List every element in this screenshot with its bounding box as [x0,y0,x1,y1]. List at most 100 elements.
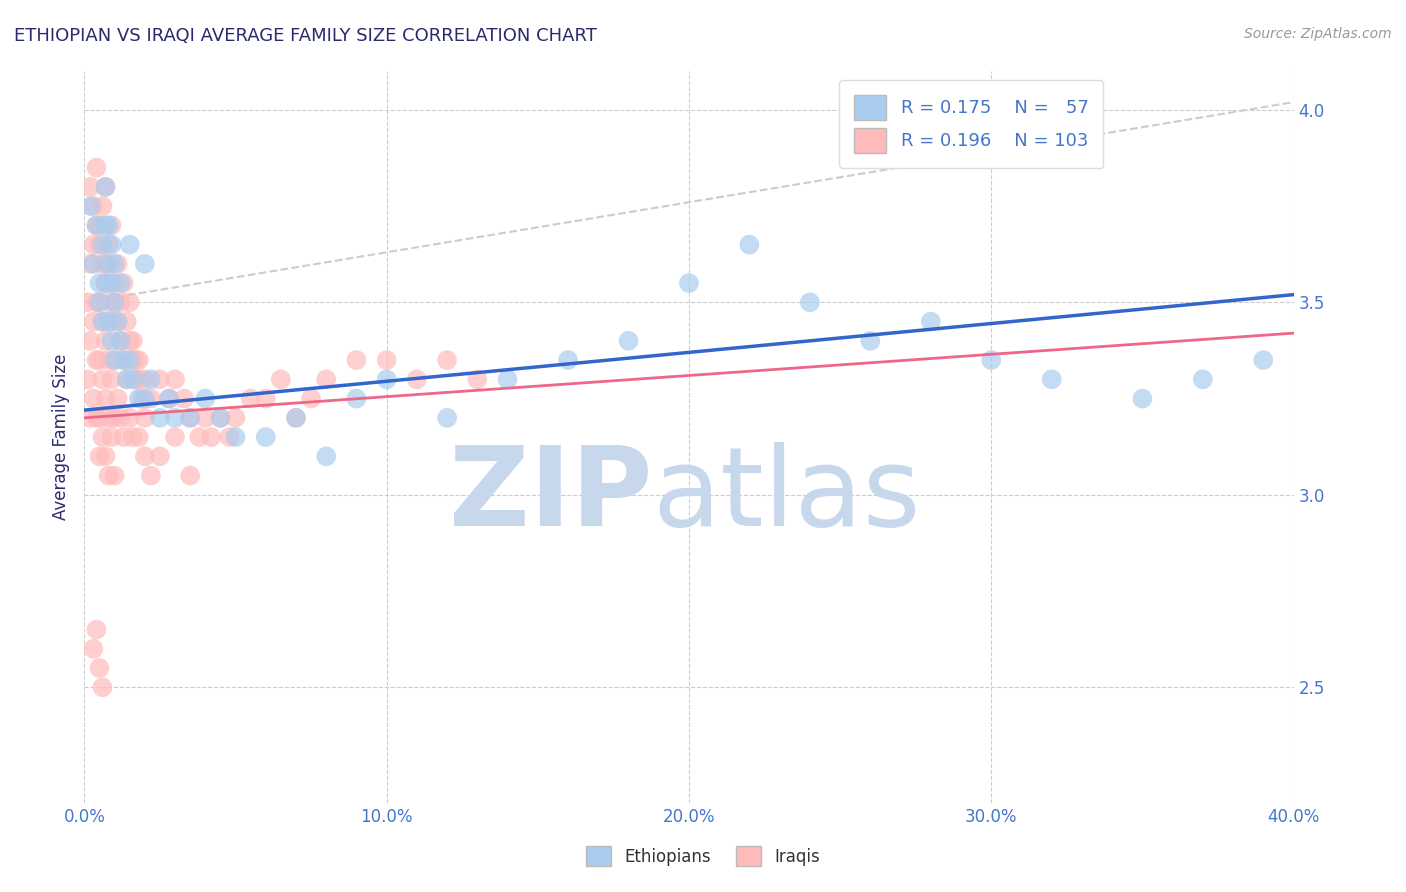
Point [239,392,262,406]
Point [86,353,108,368]
Point [104,276,127,290]
Point [165,410,187,425]
Point [86,219,108,233]
Point [94,450,117,464]
Point [82,315,104,329]
Point [76,372,98,386]
Point [254,392,277,406]
Point [100,372,122,386]
Point [89,295,111,310]
Point [139,392,162,406]
Point [375,372,398,386]
Point [112,353,135,368]
Point [82,641,104,656]
Point [799,295,821,310]
Point [149,372,172,386]
Point [91,237,114,252]
Point [94,334,117,348]
Point [97,353,120,368]
Point [134,450,156,464]
Text: atlas: atlas [652,442,921,549]
Point [89,410,111,425]
Point [104,410,127,425]
Point [157,392,180,406]
Point [134,410,156,425]
Point [115,315,138,329]
Point [128,430,150,444]
Point [91,430,114,444]
Point [1040,372,1063,386]
Text: Source: ZipAtlas.com: Source: ZipAtlas.com [1244,27,1392,41]
Point [125,353,148,368]
Point [79,410,101,425]
Point [121,353,143,368]
Point [139,372,162,386]
Point [118,334,141,348]
Point [118,410,141,425]
Point [110,410,132,425]
Point [104,257,127,271]
Point [97,237,120,252]
Point [118,353,141,368]
Point [346,353,368,368]
Point [104,295,127,310]
Point [107,392,129,406]
Point [86,219,108,233]
Point [157,392,180,406]
Point [89,276,111,290]
Point [110,334,132,348]
Point [467,372,489,386]
Point [209,410,232,425]
Point [89,295,111,310]
Text: ETHIOPIAN VS IRAQI AVERAGE FAMILY SIZE CORRELATION CHART: ETHIOPIAN VS IRAQI AVERAGE FAMILY SIZE C… [14,27,598,45]
Point [107,315,129,329]
Point [134,392,156,406]
Point [1253,353,1275,368]
Point [82,392,104,406]
Point [134,257,156,271]
Point [112,353,135,368]
Point [125,372,148,386]
Point [299,392,322,406]
Point [89,353,111,368]
Point [131,392,153,406]
Point [285,410,308,425]
Point [104,468,127,483]
Point [496,372,519,386]
Point [346,392,368,406]
Point [980,353,1002,368]
Point [406,372,429,386]
Point [97,295,120,310]
Point [139,468,162,483]
Point [738,237,761,252]
Point [107,257,129,271]
Point [254,430,277,444]
Point [100,430,122,444]
Point [121,334,143,348]
Point [100,334,122,348]
Point [315,372,337,386]
Point [200,430,222,444]
Point [557,353,579,368]
Point [79,334,101,348]
Point [104,295,127,310]
Point [97,410,120,425]
Point [97,257,120,271]
Point [86,410,108,425]
Point [91,372,114,386]
Point [82,257,104,271]
Point [89,237,111,252]
Point [194,410,217,425]
Point [86,623,108,637]
Point [179,468,201,483]
Point [82,237,104,252]
Point [118,295,141,310]
Point [128,372,150,386]
Point [107,315,129,329]
Point [1192,372,1215,386]
Point [678,276,700,290]
Point [100,237,122,252]
Point [82,199,104,213]
Point [94,276,117,290]
Point [1130,392,1153,406]
